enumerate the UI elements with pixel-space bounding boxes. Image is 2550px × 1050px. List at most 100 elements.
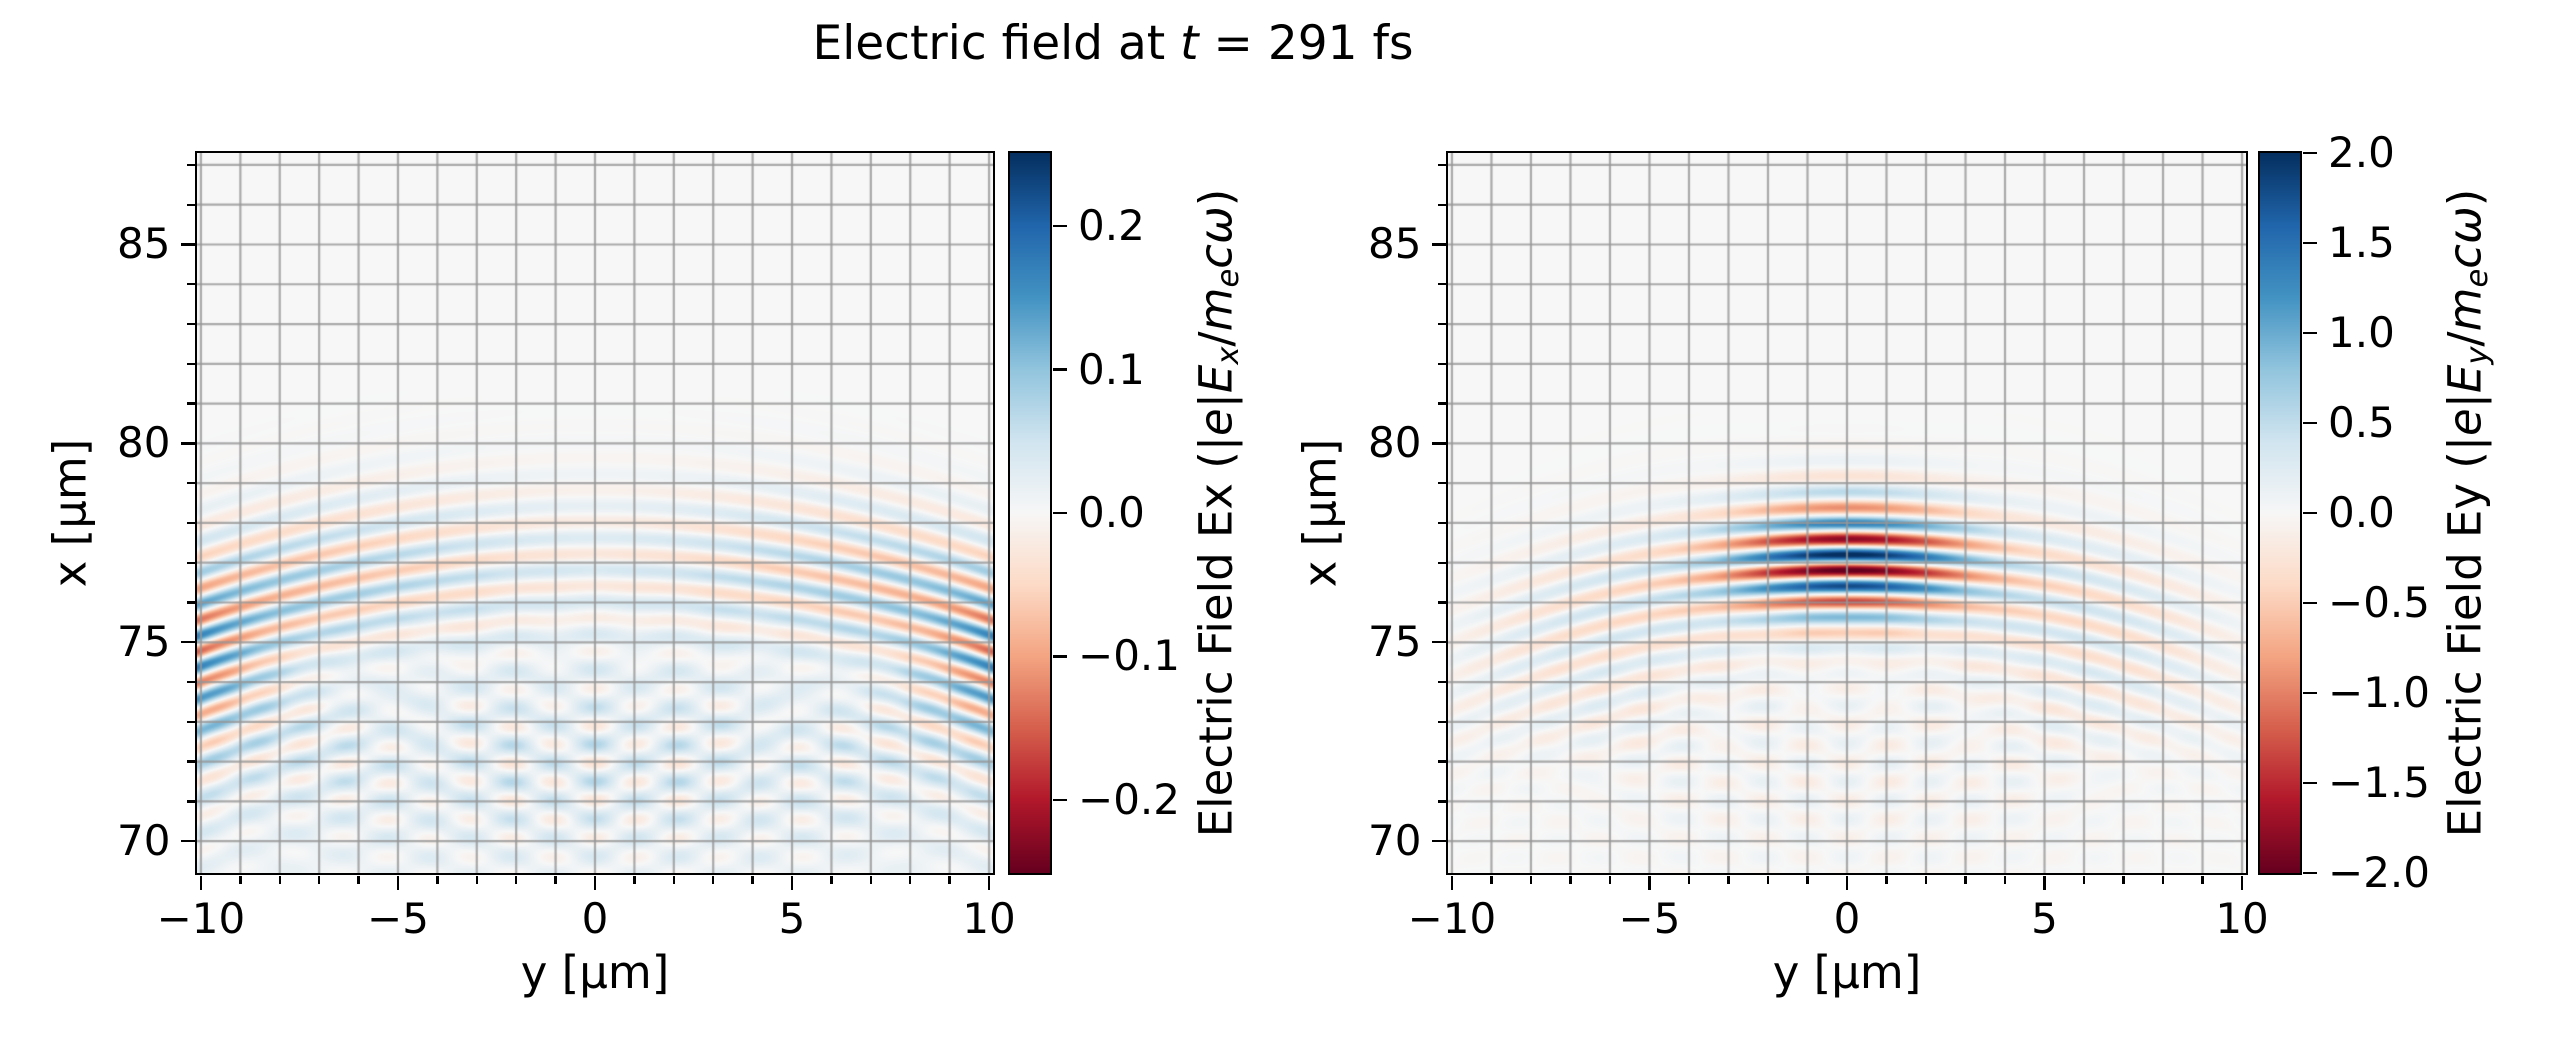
y-minor-tick — [1437, 203, 1446, 206]
ey-colorbar-gradient — [2259, 152, 2300, 873]
label-fragment: Electric field at — [812, 16, 1181, 71]
y-tick-label: 85 — [117, 219, 171, 269]
colorbar-tick-label: 1.0 — [2328, 308, 2395, 357]
y-minor-tick — [1437, 720, 1446, 724]
x-tick-label: −10 — [1407, 893, 1497, 943]
y-major-tick — [180, 243, 195, 246]
x-minor-tick — [1569, 875, 1572, 884]
x-major-tick — [1450, 875, 1454, 890]
x-major-tick — [790, 875, 794, 890]
colorbar-tick-label: 0.1 — [1078, 344, 1145, 394]
x-minor-tick — [2082, 875, 2086, 884]
label-fragment: Electric Field Ex (| — [1189, 435, 1243, 838]
colorbar-tick-label: 0.5 — [2328, 398, 2395, 447]
label-fragment: c — [1189, 243, 1243, 269]
label-fragment: E — [2438, 364, 2492, 394]
y-major-tick — [1431, 243, 1446, 246]
colorbar-tick — [2302, 151, 2317, 155]
y-tick-label: 70 — [1368, 816, 1422, 866]
y-minor-tick — [1437, 680, 1446, 684]
x-tick-label: 10 — [962, 893, 1016, 943]
y-minor-tick — [186, 163, 195, 167]
x-minor-tick — [278, 875, 281, 884]
x-minor-tick — [1766, 875, 1770, 884]
ex-heatmap — [196, 152, 993, 873]
colorbar-tick-label: −0.1 — [1078, 631, 1180, 681]
x-minor-tick — [1490, 875, 1493, 884]
colorbar-tick-label: −0.5 — [2328, 578, 2430, 627]
x-minor-tick — [1806, 875, 1809, 884]
x-tick-label: 10 — [2215, 893, 2269, 943]
figure-title: Electric field at t = 291 fs — [812, 16, 1413, 71]
y-tick-label: 80 — [1368, 418, 1422, 468]
colorbar-tick — [1052, 511, 1067, 515]
ey-heatmap — [1447, 152, 2246, 873]
y-minor-tick — [1437, 322, 1446, 326]
y-minor-tick — [1437, 800, 1446, 803]
y-minor-tick — [1437, 362, 1446, 366]
label-fragment: e — [2460, 268, 2496, 288]
x-minor-tick — [514, 875, 518, 884]
colorbar-tick — [1052, 798, 1067, 802]
y-minor-tick — [186, 203, 195, 206]
label-fragment: | — [2438, 393, 2492, 409]
y-major-tick — [1431, 641, 1446, 644]
y-minor-tick — [186, 680, 195, 684]
colorbar-tick-label: 2.0 — [2328, 128, 2395, 177]
label-fragment: e — [1189, 408, 1243, 436]
x-minor-tick — [830, 875, 833, 884]
x-minor-tick — [633, 875, 636, 884]
x-minor-tick — [2161, 875, 2165, 884]
x-major-tick — [2240, 875, 2244, 890]
y-minor-tick — [1437, 760, 1446, 763]
x-tick-label: −5 — [1618, 893, 1681, 943]
ex-colorbar-gradient — [1009, 152, 1050, 873]
y-minor-tick — [186, 322, 195, 326]
x-major-tick — [396, 875, 400, 890]
x-minor-tick — [475, 875, 478, 884]
x-major-tick — [1845, 875, 1849, 890]
x-major-tick — [2043, 875, 2046, 890]
colorbar-tick-label: 1.5 — [2328, 218, 2395, 267]
ey-panel — [1445, 150, 2248, 875]
x-tick-label: 5 — [2031, 893, 2058, 943]
x-minor-tick — [2122, 875, 2125, 884]
colorbar-tick-label: 0.0 — [1078, 488, 1145, 537]
x-tick-label: −5 — [367, 893, 429, 943]
y-minor-tick — [1437, 283, 1446, 286]
label-fragment: / — [2438, 331, 2492, 347]
ey-colorbar — [2257, 150, 2302, 875]
y-minor-tick — [1437, 561, 1446, 564]
ex-colorbar-label: Electric Field Ex (|e|Ex/mecω) — [1190, 189, 1247, 838]
y-tick-label: 70 — [117, 816, 171, 866]
x-major-tick — [199, 875, 203, 890]
colorbar-tick — [2302, 691, 2317, 695]
label-fragment: Electric Field Ey (| — [2438, 435, 2492, 838]
label-fragment: E — [1189, 364, 1243, 394]
label-fragment: | — [1189, 393, 1243, 409]
colorbar-tick-label: −1.0 — [2328, 668, 2430, 717]
label-fragment: t — [1180, 16, 1199, 71]
y-tick-label: 75 — [1368, 617, 1422, 667]
y-major-tick — [1431, 442, 1446, 445]
y-tick-label: 80 — [117, 418, 171, 468]
colorbar-tick — [1052, 368, 1067, 371]
y-minor-tick — [186, 720, 195, 724]
colorbar-tick — [2302, 871, 2317, 875]
x-minor-tick — [672, 875, 675, 884]
y-minor-tick — [1437, 163, 1446, 167]
ey-colorbar-label: Electric Field Ey (|e|Ey/mecω) — [2439, 189, 2496, 838]
x-minor-tick — [2201, 875, 2204, 884]
label-fragment: x — [1211, 346, 1247, 365]
x-minor-tick — [1885, 875, 1888, 884]
x-minor-tick — [1687, 875, 1691, 884]
x-minor-tick — [909, 875, 912, 884]
y-major-tick — [180, 442, 195, 445]
y-minor-tick — [186, 760, 195, 763]
colorbar-tick — [2302, 331, 2317, 335]
label-fragment: = 291 fs — [1198, 16, 1414, 71]
x-tick-label: −10 — [156, 893, 246, 943]
x-minor-tick — [1727, 875, 1730, 884]
y-minor-tick — [186, 601, 195, 604]
colorbar-tick-label: 0.2 — [1078, 201, 1145, 251]
